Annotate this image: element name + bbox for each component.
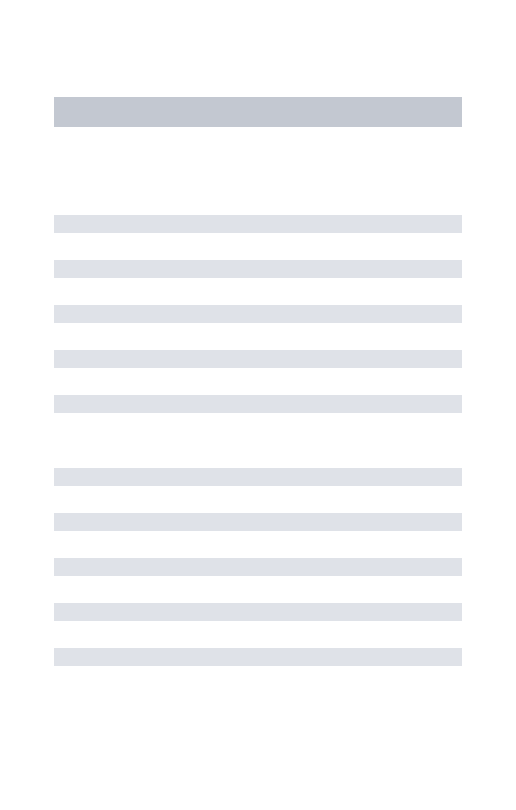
skeleton-line-gap <box>54 621 462 648</box>
skeleton-line-gap <box>54 576 462 603</box>
skeleton-line <box>54 648 462 666</box>
skeleton-gap <box>54 127 462 215</box>
skeleton-line <box>54 558 462 576</box>
skeleton-line <box>54 215 462 233</box>
skeleton-line <box>54 350 462 368</box>
skeleton-line <box>54 603 462 621</box>
skeleton-line-gap <box>54 323 462 350</box>
skeleton-line <box>54 260 462 278</box>
skeleton-line <box>54 513 462 531</box>
skeleton-line <box>54 395 462 413</box>
skeleton-line-gap <box>54 531 462 558</box>
skeleton-line-gap <box>54 486 462 513</box>
skeleton-line-gap <box>54 368 462 395</box>
skeleton-section-gap <box>54 413 462 468</box>
skeleton-container <box>0 97 516 810</box>
skeleton-line-gap <box>54 233 462 260</box>
skeleton-line <box>54 305 462 323</box>
skeleton-line-gap <box>54 278 462 305</box>
skeleton-line <box>54 468 462 486</box>
skeleton-title-bar <box>54 97 462 127</box>
